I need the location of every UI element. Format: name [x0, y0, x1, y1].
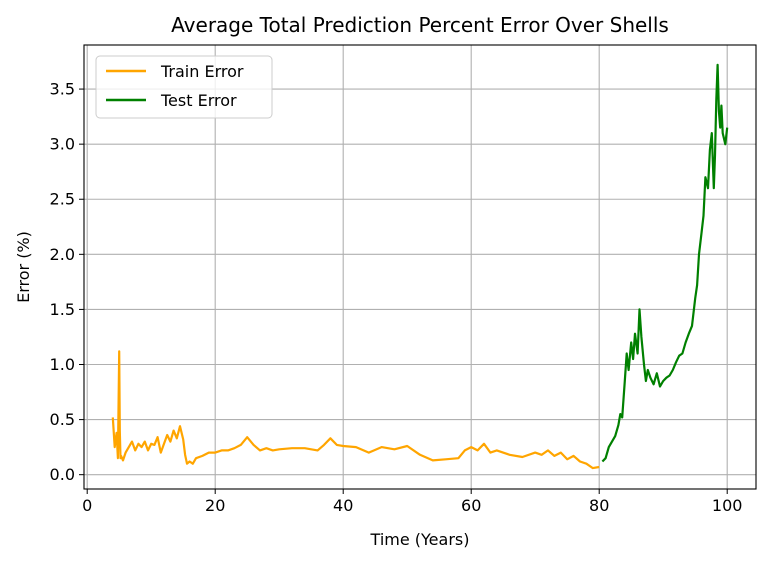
series-layer: [111, 63, 729, 470]
series-line-test-error: [601, 63, 729, 463]
y-tick-label: 3.0: [50, 135, 75, 154]
legend-label-train: Train Error: [160, 62, 244, 81]
axis-ticks: 0 20 40 60 80 100 0.0 0.5 1.0 1.5 2.0 2.5 3.0 3.5: [50, 80, 743, 515]
x-tick-label: 80: [589, 496, 609, 515]
x-axis-label: Time (Years): [370, 530, 470, 549]
x-tick-label: 60: [461, 496, 481, 515]
y-tick-label: 2.0: [50, 245, 75, 264]
y-tick-label: 0.5: [50, 410, 75, 429]
x-tick-label: 100: [712, 496, 743, 515]
x-tick-label: 20: [205, 496, 225, 515]
legend: Train Error Test Error: [95, 55, 273, 119]
y-tick-label: 1.0: [50, 355, 75, 374]
x-tick-label: 0: [82, 496, 92, 515]
x-tick-label: 40: [333, 496, 353, 515]
chart-title: Average Total Prediction Percent Error O…: [171, 13, 669, 37]
legend-label-test: Test Error: [160, 91, 237, 110]
y-axis-label: Error (%): [14, 231, 33, 303]
y-tick-label: 3.5: [50, 80, 75, 99]
grid-lines: [84, 45, 756, 489]
series-line-train-error: [111, 350, 600, 470]
y-tick-label: 1.5: [50, 300, 75, 319]
y-tick-label: 2.5: [50, 190, 75, 209]
plot-frame: [83, 44, 757, 490]
y-tick-label: 0.0: [50, 465, 75, 484]
